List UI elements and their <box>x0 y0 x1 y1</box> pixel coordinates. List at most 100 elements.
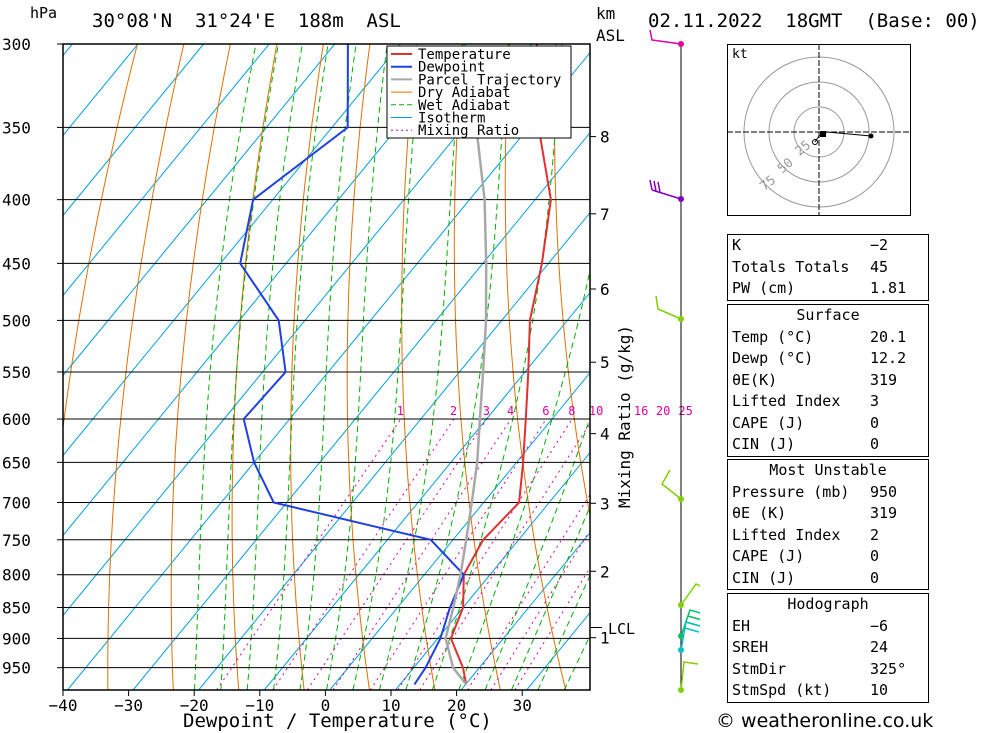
pressure-unit-label: hPa <box>30 4 58 22</box>
legend-entry: Dewpoint <box>418 60 485 76</box>
wet-adiabat-line <box>220 44 279 690</box>
pressure-tick-label: 700 <box>2 493 31 512</box>
isotherm-line <box>198 211 590 690</box>
isotherm-line <box>63 44 204 217</box>
table-row: Totals Totals 45 <box>728 257 928 279</box>
location-title: 30°08'N 31°24'E 188m ASL <box>92 10 401 32</box>
row-label: Lifted Index <box>732 392 841 410</box>
km-tick-label: 1 <box>600 629 610 648</box>
dry-adiabat-line <box>453 44 501 690</box>
row-label: θE (K) <box>732 504 787 522</box>
mixing-ratio-line <box>369 418 547 690</box>
row-label: CAPE (J) <box>732 547 805 565</box>
pressure-tick-label: 300 <box>2 35 31 54</box>
mixing-ratio-label: 4 <box>507 404 514 418</box>
wind-barb-column <box>649 29 700 693</box>
dry-adiabat-line <box>346 44 371 690</box>
wet-adiabat-line <box>405 44 509 690</box>
pressure-tick-label: 450 <box>2 254 31 273</box>
temperature-tick-label: −10 <box>245 696 274 715</box>
isotherm-line <box>67 51 590 690</box>
table-row: θE(K) 319 <box>728 370 928 392</box>
wet-adiabat-line <box>458 267 590 690</box>
pressure-tick-label: 350 <box>2 118 31 137</box>
row-label: SREH <box>732 638 769 656</box>
km-tick-label: 2 <box>600 562 610 581</box>
pressure-tick-label: 500 <box>2 311 31 330</box>
wind-barb <box>649 29 682 45</box>
row-value: 0 <box>870 413 880 432</box>
wet-adiabat-line <box>352 44 423 690</box>
most-unstable-table: Most Unstable Pressure (mb) 950 θE (K) 319 L… <box>727 459 929 590</box>
row-label: CAPE (J) <box>732 413 805 432</box>
mixing-ratio-line <box>490 529 590 690</box>
dry-adiabat-line <box>231 44 278 690</box>
pressure-tick-label: 650 <box>2 453 31 472</box>
pressure-tick-label: 950 <box>2 659 31 678</box>
row-value: 0 <box>870 435 880 453</box>
pressure-tick-label: 400 <box>2 191 31 210</box>
table-row: Dewp (°C) 12.2 <box>728 348 928 370</box>
wind-barb <box>680 583 700 606</box>
km-unit-label: km <box>596 4 616 23</box>
row-label: θE(K) <box>732 370 778 389</box>
row-label: Totals Totals <box>732 257 850 276</box>
row-label: StmDir <box>732 659 787 678</box>
km-tick-label: 4 <box>600 425 610 444</box>
surface-title: Surface <box>796 306 860 324</box>
table-row: CAPE (J) 0 <box>728 546 928 568</box>
isotherm-line <box>63 44 467 537</box>
asl-unit-label: ASL <box>596 26 625 45</box>
mixing-ratio-label: 1 <box>397 404 404 418</box>
copyright-footer[interactable]: © weatheronline.co.uk <box>716 710 934 732</box>
table-row: EH −6 <box>728 616 928 638</box>
dewpoint-line <box>239 44 465 686</box>
table-row: StmSpd (kt) 10 <box>728 680 928 702</box>
table-row: SREH 24 <box>728 637 928 659</box>
row-label: EH <box>732 616 751 635</box>
wind-barb <box>661 469 682 500</box>
km-tick-label: 8 <box>600 128 610 147</box>
row-value: 950 <box>870 482 898 501</box>
table-row: StmDir 325° <box>728 659 928 681</box>
wet-adiabat-line <box>273 44 329 690</box>
x-axis-label: Dewpoint / Temperature (°C) <box>183 710 492 732</box>
hodograph-point <box>812 139 818 145</box>
mixing-ratio-label: 8 <box>568 404 575 418</box>
most-unstable-title: Most Unstable <box>769 461 887 479</box>
row-label: CIN (J) <box>732 435 796 453</box>
pressure-tick-label: 900 <box>2 629 31 648</box>
wind-barb <box>655 295 682 320</box>
wet-adiabat-line <box>246 44 303 690</box>
row-value: −6 <box>870 616 889 635</box>
temperature-tick-label: 10 <box>381 696 400 715</box>
table-row: CIN (J) 0 <box>728 568 928 590</box>
mixing-ratio-label: 25 <box>678 404 692 418</box>
pressure-tick-label: 600 <box>2 410 31 429</box>
temperature-tick-label: −20 <box>180 696 209 715</box>
wind-barb <box>649 179 682 200</box>
mixing-ratio-line <box>332 418 512 690</box>
table-row: CIN (J) 0 <box>728 434 928 456</box>
row-value: −2 <box>870 236 889 254</box>
table-row: Temp (°C) 20.1 <box>728 327 928 349</box>
wet-adiabat-line <box>378 44 463 690</box>
dry-adiabat-line <box>649 44 700 690</box>
indices-table: K −2 Totals Totals 45 PW (cm) 1.81 <box>727 234 929 301</box>
row-value: 319 <box>870 504 898 522</box>
table-row: K −2 <box>728 235 928 257</box>
row-value: 319 <box>870 370 898 389</box>
hodograph-point <box>868 133 874 139</box>
row-label: Temp (°C) <box>732 327 814 346</box>
isotherm-line <box>526 611 590 690</box>
dry-adiabat-line <box>553 44 590 519</box>
row-label: K <box>732 236 742 254</box>
isotherm-line <box>658 44 700 690</box>
legend-entry: Temperature <box>418 47 511 63</box>
row-label: StmSpd (kt) <box>732 681 832 699</box>
mixing-ratio-axis-label: Mixing Ratio (g/kg) <box>615 325 634 508</box>
table-row: PW (cm) 1.81 <box>728 278 928 300</box>
km-tick-label: 3 <box>600 494 610 513</box>
wet-adiabat-line <box>431 44 563 690</box>
